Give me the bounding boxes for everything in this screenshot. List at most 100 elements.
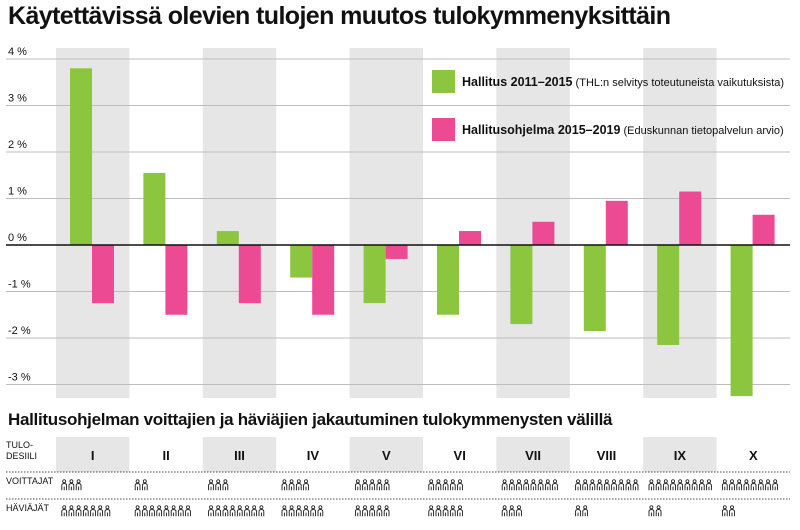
decile-label: VIII	[597, 448, 617, 463]
bar-hallitus-2011-2015	[363, 245, 386, 304]
person-icon	[428, 479, 435, 491]
person-icon	[625, 479, 632, 491]
person-icon	[61, 505, 68, 517]
person-icon	[729, 479, 735, 491]
person-icon	[149, 505, 155, 517]
person-icon	[208, 479, 214, 491]
decile-label: VI	[454, 448, 466, 463]
background-band	[56, 48, 130, 398]
person-icon	[677, 479, 684, 491]
person-icon	[442, 505, 449, 517]
y-tick-label: 3 %	[8, 93, 27, 105]
legend-series-name: Hallitus 2011–2015	[462, 75, 573, 89]
person-icon	[97, 505, 104, 517]
person-icon	[501, 479, 508, 491]
person-icon	[281, 479, 288, 491]
y-tick-label: -1 %	[8, 279, 31, 291]
person-icon	[706, 479, 712, 491]
person-icon	[537, 479, 544, 491]
row-header: TULO-	[6, 440, 33, 450]
bar-hallitus-2011-2015	[583, 245, 606, 332]
legend-swatch	[432, 70, 455, 93]
row-header: DESIILI	[6, 451, 37, 461]
person-icon	[163, 505, 170, 517]
person-icon	[156, 505, 163, 517]
chart-title: Käytettävissä olevien tulojen muutos tul…	[8, 2, 671, 30]
person-icon	[369, 505, 376, 517]
person-icon	[134, 505, 141, 517]
person-icon	[435, 479, 442, 491]
person-icon	[684, 479, 691, 491]
person-icon	[75, 505, 82, 517]
person-icon	[603, 479, 610, 491]
table-band	[202, 437, 277, 472]
bar-hallitusohjelma-2015-2019	[385, 245, 408, 259]
bar-hallitus-2011-2015	[216, 231, 239, 245]
person-icon	[442, 479, 449, 491]
person-icon	[435, 505, 442, 517]
person-icon	[141, 479, 148, 491]
person-icon	[508, 505, 515, 517]
bar-hallitus-2011-2015	[657, 245, 680, 345]
decile-label: II	[162, 448, 169, 463]
person-icon	[655, 479, 662, 491]
table-title: Hallitusohjelman voittajien ja häviäjien…	[8, 410, 613, 429]
person-icon	[552, 479, 558, 491]
person-icon	[288, 505, 295, 517]
person-icon	[170, 505, 177, 517]
person-icon	[743, 479, 750, 491]
bar-hallitusohjelma-2015-2019	[92, 245, 114, 304]
person-icon	[90, 505, 96, 517]
bar-hallitus-2011-2015	[143, 172, 166, 245]
person-icon	[251, 505, 258, 517]
person-icon	[310, 505, 317, 517]
person-icon	[236, 505, 243, 517]
bar-hallitus-2011-2015	[290, 245, 313, 278]
person-icon	[575, 479, 581, 491]
person-icon	[736, 479, 743, 491]
person-icon	[215, 505, 222, 517]
person-icon	[632, 479, 639, 491]
legend-note: (Eduskunnan tietopalvelun arvio)	[620, 125, 783, 137]
person-icon	[244, 505, 250, 517]
person-icon	[729, 505, 735, 517]
person-icon	[222, 479, 229, 491]
person-icon	[383, 505, 390, 517]
person-icon	[698, 479, 705, 491]
person-icon	[618, 479, 625, 491]
person-icon	[648, 505, 655, 517]
y-tick-label: 1 %	[8, 186, 27, 198]
bar-hallitusohjelma-2015-2019	[679, 191, 702, 245]
person-icon	[281, 505, 288, 517]
person-icon	[648, 479, 655, 491]
person-icon	[376, 505, 383, 517]
person-icon	[303, 505, 309, 517]
y-tick-label: -2 %	[8, 325, 31, 337]
decile-label: I	[91, 448, 95, 463]
person-icon	[691, 479, 698, 491]
person-icon	[457, 479, 463, 491]
decile-label: X	[749, 448, 758, 463]
y-tick-label: 2 %	[8, 139, 27, 151]
person-icon	[721, 505, 728, 517]
person-icon	[362, 479, 368, 491]
y-tick-label: -3 %	[8, 372, 31, 384]
person-icon	[68, 505, 75, 517]
person-icon	[589, 479, 596, 491]
person-icon	[376, 479, 383, 491]
person-icon	[457, 505, 463, 517]
bar-hallitus-2011-2015	[70, 68, 92, 245]
bar-hallitusohjelma-2015-2019	[752, 214, 775, 245]
person-icon	[428, 505, 435, 517]
person-icon	[516, 479, 522, 491]
person-icon	[383, 479, 390, 491]
person-icon	[354, 505, 361, 517]
person-icon	[582, 505, 589, 517]
person-icon	[501, 505, 508, 517]
person-icon	[208, 505, 214, 517]
losers-label: HÄVIÄJÄT	[6, 503, 50, 513]
person-icon	[369, 479, 376, 491]
person-icon	[141, 505, 148, 517]
person-icon	[575, 505, 581, 517]
person-icon	[596, 479, 603, 491]
